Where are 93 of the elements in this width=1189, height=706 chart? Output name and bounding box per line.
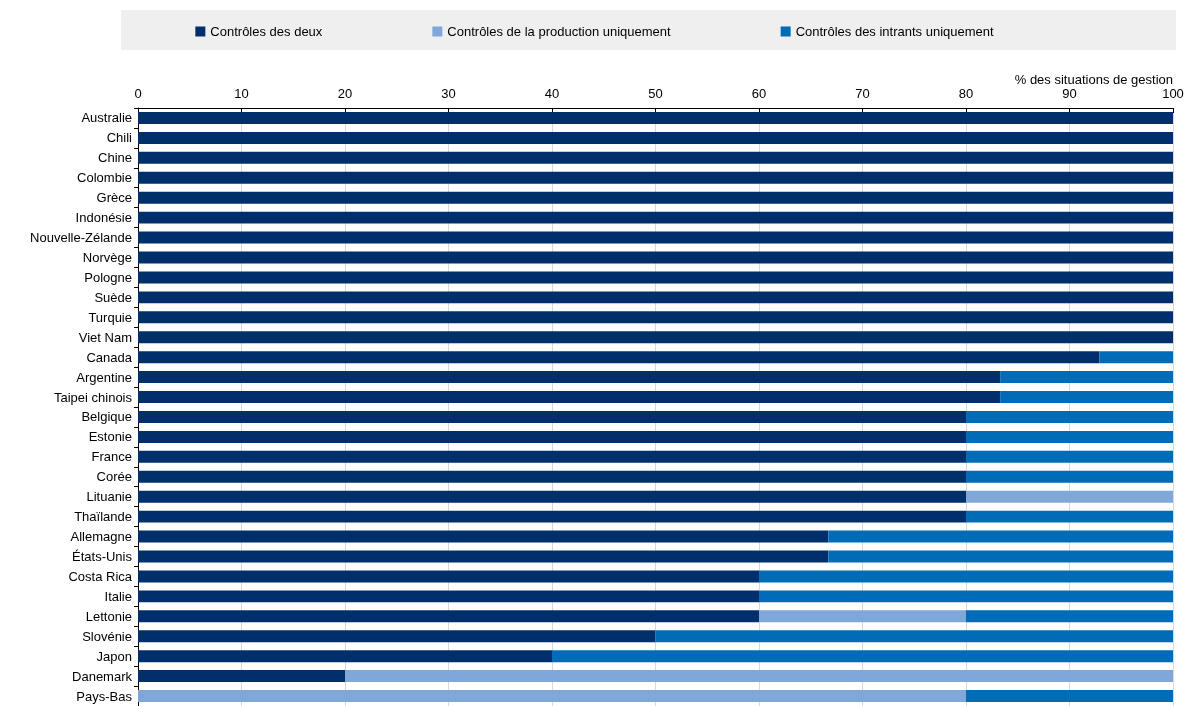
- legend-label: Contrôles de la production uniquement: [447, 24, 672, 39]
- bar: [966, 690, 1173, 703]
- bar: [345, 670, 1173, 683]
- y-tick-label: Lituanie: [86, 489, 132, 505]
- bar: [759, 570, 1173, 583]
- bar: [828, 550, 1173, 563]
- x-tick-label: 0: [134, 86, 142, 101]
- y-tick-label: Norvège: [82, 250, 132, 265]
- x-axis-title: % des situations de gestion: [1014, 72, 1173, 87]
- y-tick-label: Pologne: [84, 269, 132, 285]
- bar: [138, 690, 966, 703]
- y-tick-label: Corée: [96, 469, 132, 485]
- y-tick-label: Turquie: [88, 309, 132, 325]
- bar: [552, 650, 1173, 663]
- x-tick-label: 100: [1162, 86, 1184, 101]
- bar: [138, 610, 759, 623]
- y-tick-label: Chine: [98, 150, 132, 166]
- bar: [1000, 391, 1173, 404]
- bar: [138, 550, 829, 563]
- bar: [138, 211, 1173, 224]
- bar: [966, 450, 1173, 463]
- x-tick-label: 70: [855, 86, 870, 101]
- bar: [966, 610, 1173, 623]
- bar: [966, 490, 1173, 503]
- bar: [138, 231, 1173, 244]
- legend-label: Contrôles des deux: [210, 24, 323, 39]
- y-tick-label: Indonésie: [75, 210, 132, 226]
- legend-label: Contrôles des intrants uniquement: [795, 24, 995, 39]
- bar: [138, 291, 1173, 304]
- bar: [966, 510, 1173, 523]
- bar: [966, 410, 1173, 423]
- bar: [759, 610, 966, 623]
- bar: [138, 450, 966, 463]
- bar: [1099, 351, 1173, 364]
- bar: [138, 670, 345, 683]
- bar: [138, 430, 966, 443]
- bar: [138, 590, 759, 603]
- bar: [138, 171, 1173, 184]
- bar: [138, 391, 1001, 404]
- bar: [828, 530, 1173, 543]
- bar: [138, 351, 1100, 364]
- bar: [138, 490, 966, 503]
- x-tick-label: 20: [337, 86, 353, 101]
- bar: [966, 430, 1173, 443]
- y-tick-label: France: [91, 449, 132, 465]
- y-tick-label: Japon: [96, 648, 132, 664]
- bar: [655, 630, 1173, 643]
- y-tick-label: Italie: [104, 588, 132, 604]
- y-tick-label: Canada: [86, 349, 133, 365]
- bar: [138, 191, 1173, 204]
- bar: [138, 650, 552, 663]
- bar: [138, 410, 966, 423]
- x-tick-label: 80: [958, 86, 974, 101]
- y-tick-label: Australie: [81, 110, 132, 126]
- bar: [138, 371, 1001, 384]
- bar: [138, 470, 966, 483]
- x-tick-label: 90: [1062, 86, 1077, 101]
- bar: [138, 570, 759, 583]
- y-tick-label: Allemagne: [70, 529, 132, 545]
- y-tick-label: Chili: [106, 130, 133, 146]
- bar: [138, 331, 1173, 344]
- bar: [1000, 371, 1173, 384]
- y-tick-label: Pays-Bas: [76, 688, 133, 704]
- y-tick-label: Belgique: [81, 409, 132, 425]
- y-tick-label: Viet Nam: [78, 329, 132, 345]
- bar: [759, 590, 1173, 603]
- x-tick-label: 10: [234, 86, 249, 101]
- y-tick-label: Estonie: [88, 429, 132, 445]
- bar: [138, 510, 966, 523]
- bar: [138, 530, 829, 543]
- x-tick-label: 50: [648, 86, 663, 101]
- bar: [138, 151, 1173, 164]
- bar: [138, 271, 1173, 284]
- x-tick-label: 30: [441, 86, 456, 101]
- y-tick-label: Nouvelle-Zélande: [30, 230, 132, 246]
- y-tick-label: États-Unis: [72, 549, 133, 564]
- y-tick-label: Argentine: [76, 369, 132, 385]
- y-tick-label: Thaïlande: [74, 509, 132, 525]
- y-tick-label: Lettonie: [85, 608, 132, 624]
- bar: [138, 311, 1173, 324]
- y-tick-label: Grèce: [96, 190, 132, 206]
- y-tick-label: Taipei chinois: [53, 389, 133, 405]
- bar: [138, 251, 1173, 264]
- x-tick-label: 60: [751, 86, 767, 101]
- y-tick-label: Costa Rica: [68, 568, 133, 584]
- x-tick-label: 40: [544, 86, 560, 101]
- bar: [138, 131, 1173, 144]
- y-tick-label: Colombie: [77, 170, 132, 186]
- y-tick-label: Danemark: [72, 668, 133, 684]
- y-tick-label: Suède: [94, 289, 132, 305]
- y-tick-label: Slovénie: [82, 628, 132, 644]
- bar: [138, 630, 656, 643]
- bar: [966, 470, 1173, 483]
